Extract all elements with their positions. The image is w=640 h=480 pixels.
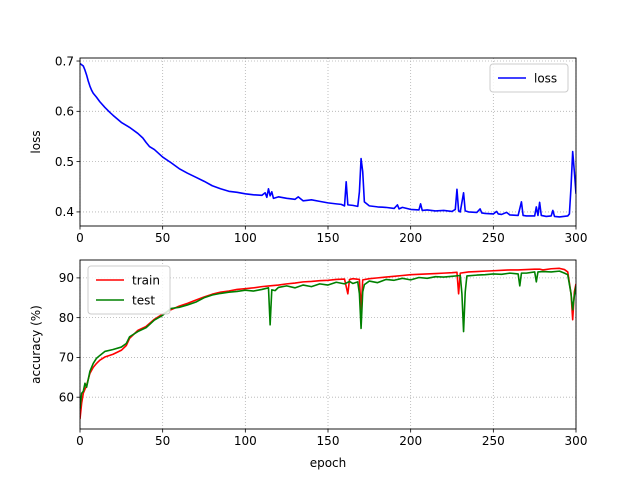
x-tick-label: 50 — [155, 231, 170, 245]
y-tick-label: 0.5 — [55, 155, 74, 169]
series-line-loss — [80, 62, 576, 218]
y-tick-label: 0.4 — [55, 205, 74, 219]
accuracy-subplot: 0 50 100 150 200 250 300 60 70 80 90 accuracy (%) ep… — [29, 259, 588, 470]
legend: loss — [489, 63, 569, 93]
x-tick-label: 300 — [565, 231, 588, 245]
x-tick-label: 50 — [155, 434, 170, 448]
y-axis-label: loss — [29, 130, 43, 153]
legend-box — [489, 63, 569, 93]
y-tick-label: 0.7 — [55, 54, 74, 68]
x-tick-label: 0 — [76, 231, 84, 245]
x-tick-label: 200 — [399, 231, 422, 245]
x-tick-label: 0 — [76, 434, 84, 448]
y-tick-label: 90 — [59, 271, 74, 285]
series-line-test — [80, 270, 576, 410]
x-tick-label: 150 — [317, 434, 340, 448]
legend: train test — [87, 265, 171, 315]
y-tick-label: 0.6 — [55, 105, 74, 119]
y-tick-label: 80 — [59, 311, 74, 325]
y-tick-label: 70 — [59, 351, 74, 365]
x-tick-label: 200 — [399, 434, 422, 448]
x-tick-label: 100 — [234, 434, 257, 448]
loss-subplot: 0 50 100 150 200 250 300 0.4 0.5 0.6 0.7 loss loss — [29, 54, 587, 245]
x-tick-label: 100 — [234, 231, 257, 245]
x-tick-label: 300 — [565, 434, 588, 448]
x-axis-label: epoch — [310, 456, 347, 470]
x-tick-label: 150 — [317, 231, 340, 245]
y-tick-label: 60 — [59, 390, 74, 404]
y-axis-label: accuracy (%) — [29, 305, 43, 384]
legend-label-train: train — [132, 273, 160, 287]
x-tick-label: 250 — [482, 231, 505, 245]
x-tick-label: 250 — [482, 434, 505, 448]
legend-box — [87, 265, 171, 315]
legend-label-test: test — [132, 293, 155, 307]
legend-label-loss: loss — [534, 71, 557, 85]
